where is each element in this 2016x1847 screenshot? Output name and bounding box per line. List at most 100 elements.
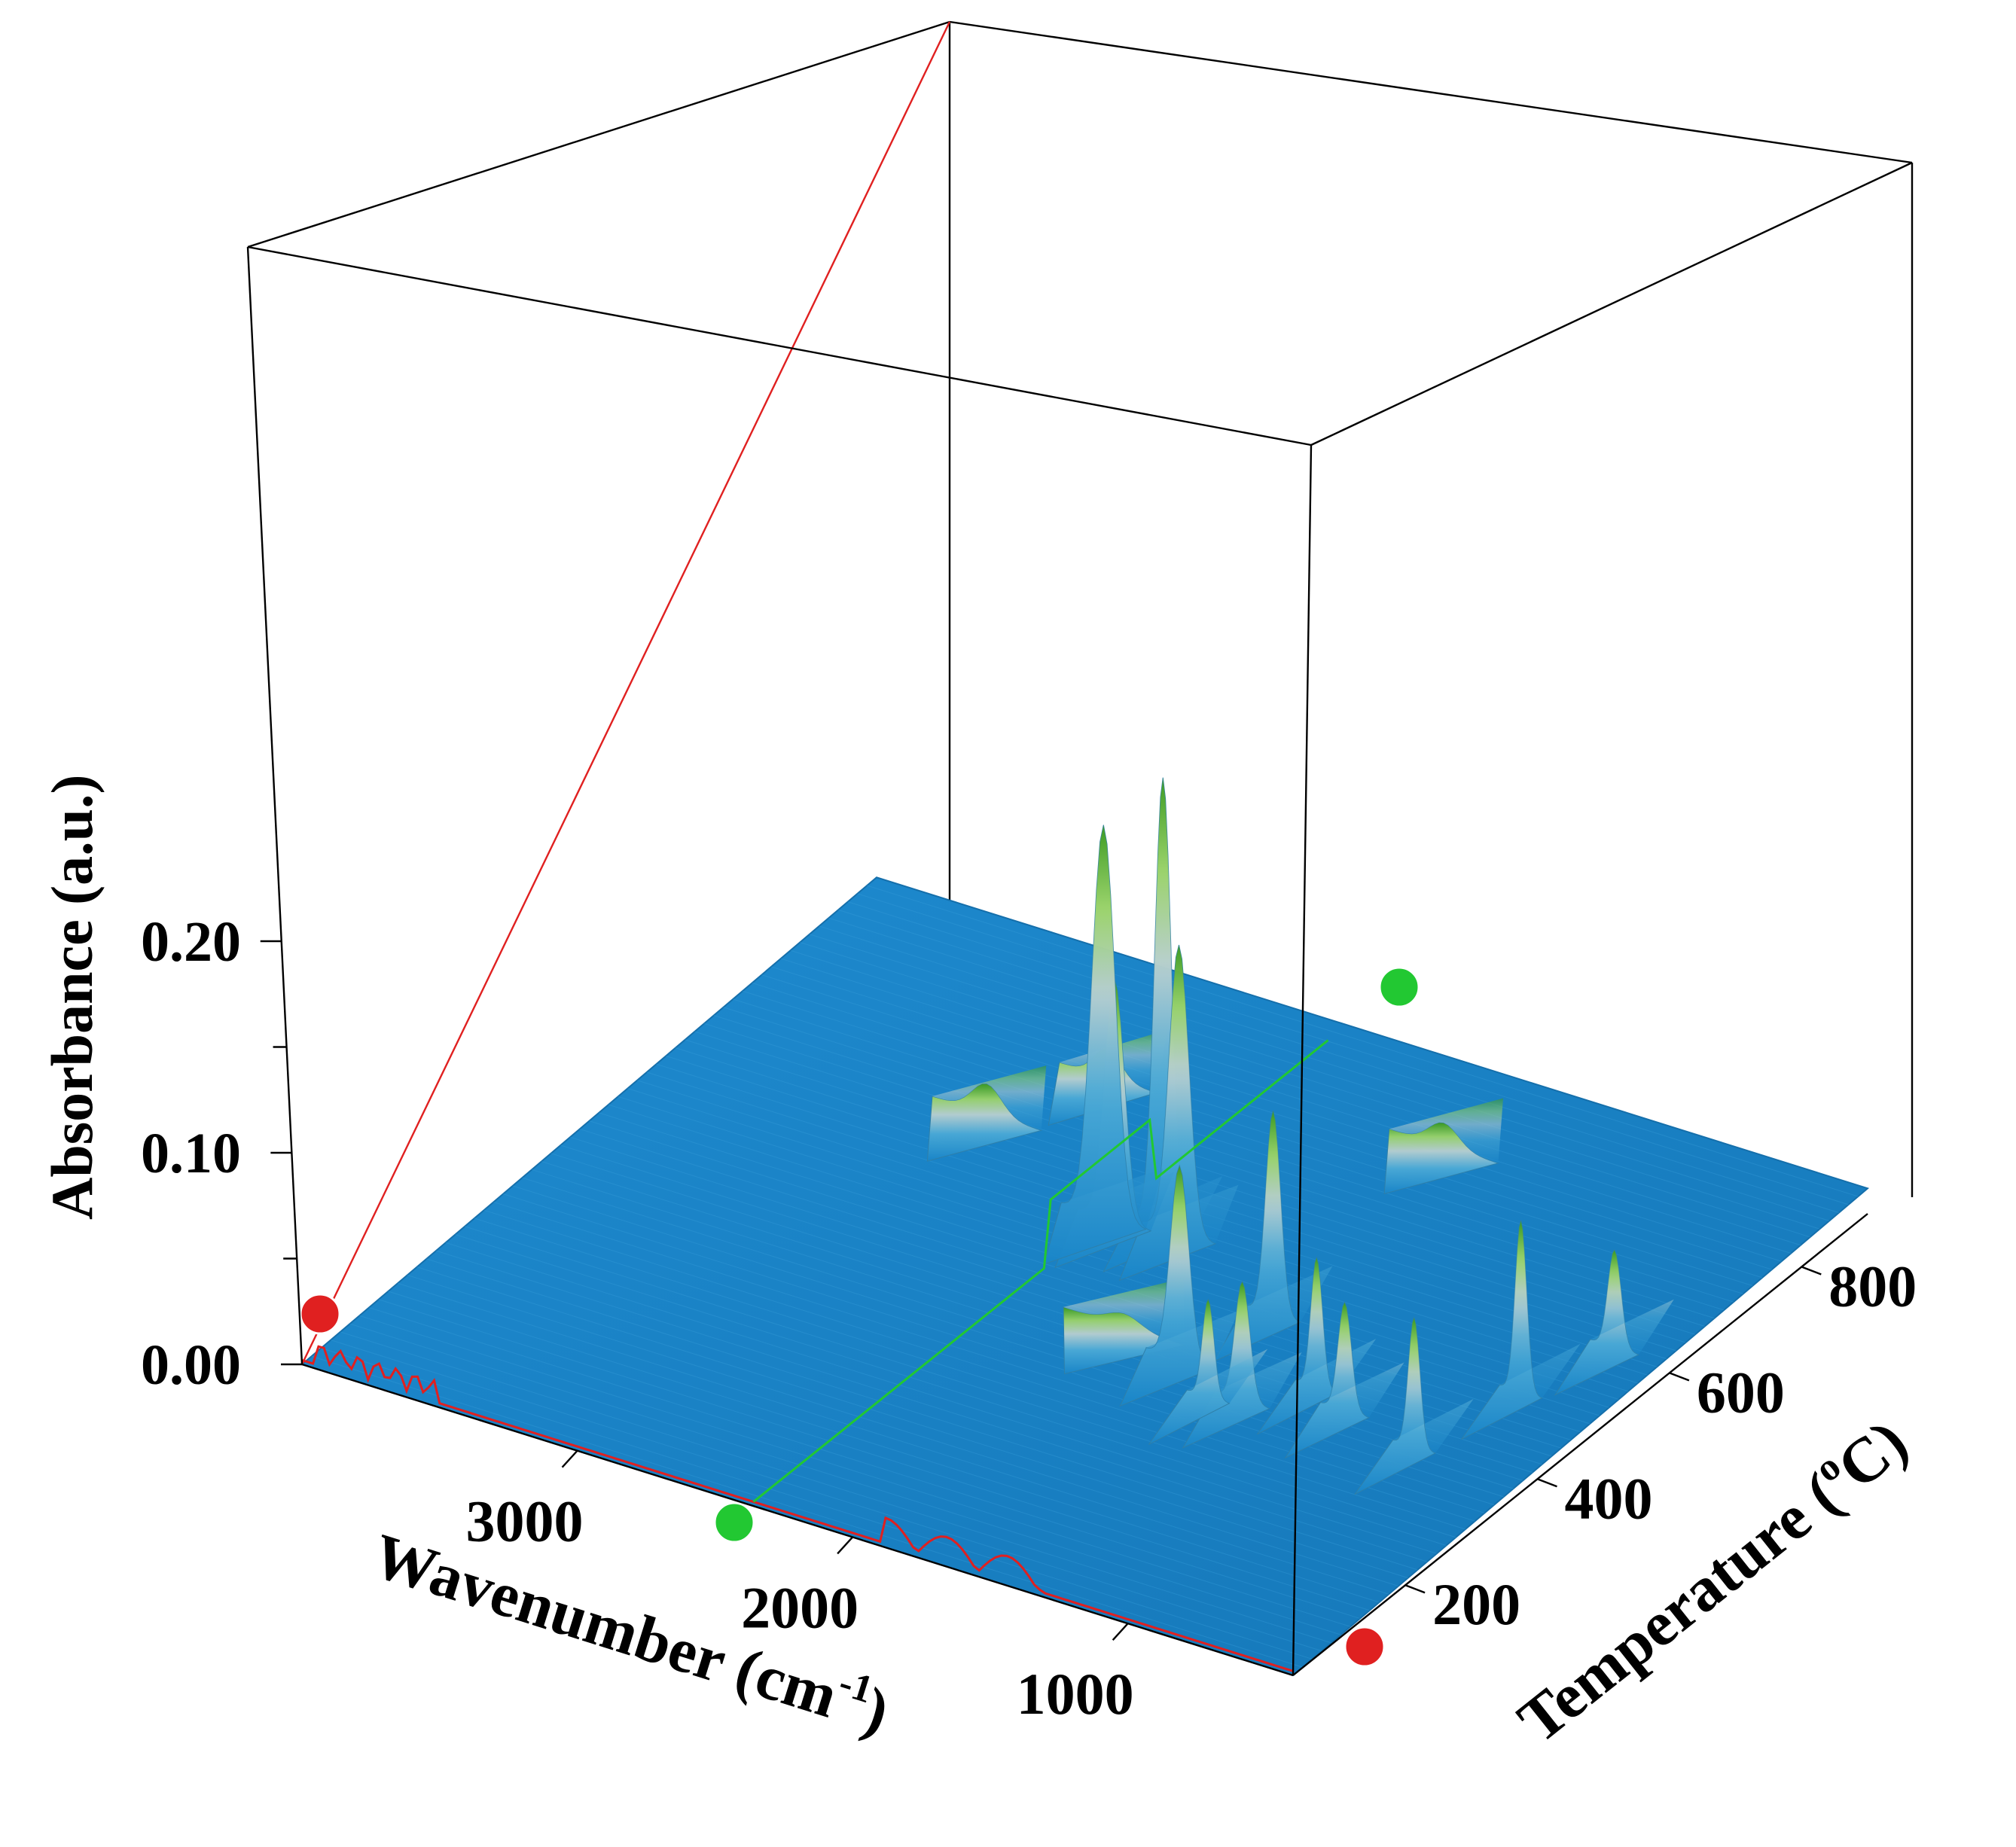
red-cut-line xyxy=(301,1345,1294,1672)
x-tick xyxy=(561,1449,578,1468)
surface-peak-side xyxy=(1059,1029,1168,1093)
z-tick-label: 0.10 xyxy=(141,1122,241,1185)
floor-streak xyxy=(809,934,1801,1246)
x-tick xyxy=(837,1536,853,1555)
floor-streak xyxy=(761,974,1753,1287)
box-edge-front-vertical xyxy=(1292,444,1313,1676)
y-tick xyxy=(1669,1372,1690,1382)
red-marker-left[interactable] xyxy=(299,1293,341,1335)
box-front xyxy=(246,161,1913,1677)
floor-streak xyxy=(800,942,1792,1254)
floor-streak xyxy=(340,1331,1332,1644)
cut-lines xyxy=(299,21,1420,1672)
floor-streak xyxy=(426,1258,1418,1571)
z-axis-title-text: Absorbance (a.u.) xyxy=(39,774,105,1220)
surface-peak-side xyxy=(1590,1249,1674,1355)
floor-streak xyxy=(331,1340,1322,1652)
floor-streak xyxy=(742,990,1734,1303)
surface-peak-side xyxy=(1063,1278,1185,1346)
box-edge-left-vertical xyxy=(246,246,303,1365)
floor-streak xyxy=(579,1128,1571,1440)
box-back xyxy=(247,20,1914,1197)
green-cut-line xyxy=(752,1039,1329,1503)
y-tick xyxy=(1404,1584,1426,1594)
floor-streak xyxy=(474,1218,1466,1530)
floor-streak xyxy=(502,1193,1495,1506)
floor-streak xyxy=(407,1274,1399,1586)
floor-streak xyxy=(723,1007,1715,1319)
floor-streak xyxy=(867,885,1859,1197)
floor-streak xyxy=(532,1169,1523,1481)
green-marker-front[interactable] xyxy=(713,1501,755,1544)
y-tick xyxy=(1801,1266,1822,1276)
floor-streak xyxy=(388,1291,1380,1603)
floor-streak xyxy=(445,1242,1437,1554)
box-edge-top-front xyxy=(247,245,1312,447)
floor-streak xyxy=(359,1315,1351,1627)
y-tick-label: 200 xyxy=(1432,1571,1520,1637)
y-axis-title-text: Temperature ( xyxy=(1505,1460,1853,1757)
floor-streak xyxy=(560,1144,1552,1457)
z-tick-label: 0.00 xyxy=(141,1333,241,1397)
surface-peak-side xyxy=(1392,1317,1474,1453)
tick-labels: 0.00 0.10 0.20 3000 2000 1000 200 400 600 800 xyxy=(141,910,1917,1727)
floor-streak xyxy=(770,966,1763,1279)
floor-streak xyxy=(493,1201,1485,1513)
floor-streak xyxy=(416,1266,1408,1579)
x-tick-label: 3000 xyxy=(466,1489,584,1554)
box-edge-top-right xyxy=(949,20,1913,164)
floor-streak xyxy=(847,901,1839,1214)
floor-streak xyxy=(311,1355,1303,1668)
floor-streak xyxy=(780,958,1772,1270)
red-marker-right[interactable] xyxy=(1343,1626,1386,1668)
floor-streak xyxy=(819,925,1810,1238)
floor-streak xyxy=(569,1136,1562,1449)
floor-streak xyxy=(378,1299,1370,1611)
floor-streak xyxy=(857,893,1849,1205)
surface-peak-side xyxy=(1320,1302,1404,1418)
floor-streak xyxy=(752,982,1743,1294)
floor-streak xyxy=(368,1307,1361,1620)
y-axis-title-end: C) xyxy=(1825,1407,1920,1503)
surface-peak-side xyxy=(1187,1299,1268,1404)
box-edge-top-side xyxy=(1310,161,1913,447)
x-tick-label: 2000 xyxy=(741,1574,859,1640)
box-edge-top-back xyxy=(247,20,950,248)
surface-peak-side xyxy=(1133,777,1223,1233)
surface-peak-side xyxy=(1295,1257,1377,1394)
floor-streak xyxy=(837,909,1830,1221)
floor-streak xyxy=(790,949,1782,1262)
floor-streak xyxy=(512,1185,1504,1498)
floor-streak xyxy=(398,1282,1389,1595)
floor-streak xyxy=(455,1234,1447,1547)
surface-peak-side xyxy=(1499,1220,1581,1398)
floor-streak xyxy=(522,1177,1514,1489)
surface-peak-side xyxy=(1246,1111,1333,1322)
floor-streak xyxy=(733,998,1725,1311)
floor-streak xyxy=(465,1226,1456,1538)
floor-streak xyxy=(608,1104,1600,1416)
floor-streak xyxy=(541,1161,1533,1474)
z-tick-label: 0.20 xyxy=(141,910,241,974)
surface-peak-side xyxy=(1146,1166,1240,1369)
surface-peak-side xyxy=(1389,1098,1504,1163)
surface-floor xyxy=(300,876,1870,1677)
surface-peaks xyxy=(926,777,1674,1495)
floor-streak xyxy=(483,1209,1475,1522)
x-tick xyxy=(1112,1623,1129,1641)
floor-streak xyxy=(349,1323,1341,1635)
surface-peak-side xyxy=(932,1065,1047,1131)
y-tick-label: 400 xyxy=(1564,1465,1652,1531)
surface-peak-side xyxy=(1061,824,1164,1230)
floor-streak xyxy=(828,917,1820,1230)
z-axis-title: Absorbance (a.u.) xyxy=(39,774,105,1220)
y-tick xyxy=(1537,1478,1557,1488)
green-marker-back[interactable] xyxy=(1378,966,1420,1008)
y-tick-label: 600 xyxy=(1697,1359,1785,1425)
red-guide-line xyxy=(300,21,951,1365)
floor-streak xyxy=(551,1153,1542,1465)
y-tick-label: 800 xyxy=(1828,1253,1917,1318)
floor-streak xyxy=(599,1112,1591,1425)
floor-streak xyxy=(713,1015,1705,1327)
